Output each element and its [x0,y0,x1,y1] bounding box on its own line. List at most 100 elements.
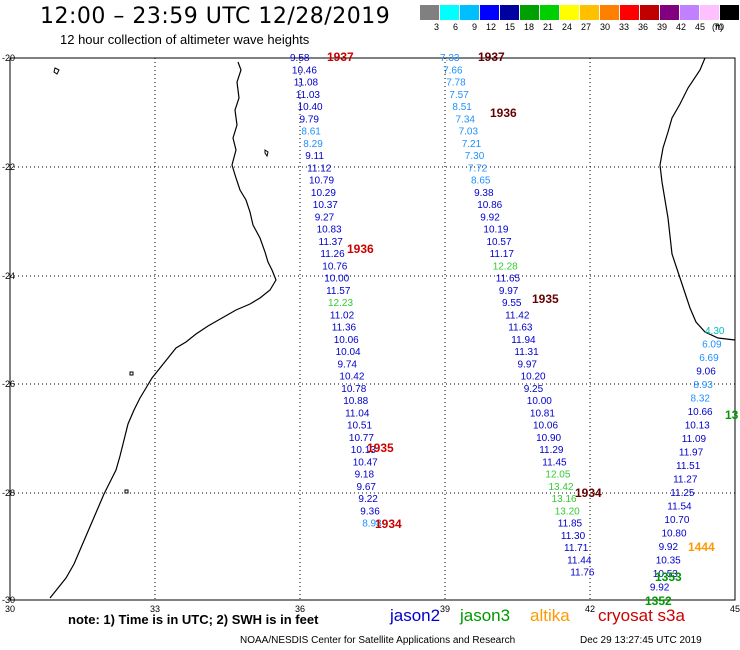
wave-height-value: 11.71 [564,543,589,554]
wave-height-value: 11.03 [296,90,321,101]
pass-number-label: 1936 [490,106,517,120]
color-swatch [680,5,700,20]
wave-height-value: 10.04 [336,347,361,358]
color-scale-label: 42 [675,22,686,32]
wave-height-value: 9.97 [518,359,538,370]
wave-height-value: 11.65 [496,274,521,285]
wave-height-value: 11.04 [345,408,370,419]
madagascar-west-coastline [659,57,736,341]
latitude-label: -22 [2,162,15,172]
pass-number-label: 13 [725,408,739,422]
wave-height-value: 11.25 [670,488,695,499]
wave-height-value: 9.25 [524,384,544,395]
color-scale-label: 39 [656,22,667,32]
wave-height-value: 11.27 [673,475,698,486]
color-scale-label: 27 [580,22,591,32]
latitude-label: -26 [2,379,15,389]
wave-height-value: 8.98 [362,519,382,530]
pass-number-label: 1352 [645,594,672,608]
color-swatch [600,5,620,20]
wave-height-value: 11.02 [330,310,355,321]
pass-number-label: 1935 [367,441,394,455]
pass-number-label: 1937 [327,50,354,64]
wave-height-value: 11.29 [539,445,564,456]
wave-height-value: 11.30 [561,531,586,542]
wave-height-value: 7.33 [440,53,460,64]
wave-height-value: 12.05 [545,470,570,481]
pass-number-label: 1444 [688,540,715,554]
latitude-label: -28 [2,488,15,498]
wave-height-value: 11.08 [294,78,319,89]
color-swatch [560,5,580,20]
wave-height-value: 10.06 [533,421,558,432]
wave-height-value: 10.35 [656,556,681,567]
wave-height-value: 7.21 [462,139,482,150]
wave-height-value: 7.34 [456,114,476,125]
wave-height-value: 11.17 [490,249,515,260]
legend-cryosat: cryosat s3a [598,606,685,625]
wave-height-value: 7.66 [443,65,463,76]
page-title: 12:00 – 23:59 UTC 12/28/2019 [40,4,391,29]
wave-height-value: 11.54 [667,502,692,513]
wave-height-value: 11.09 [682,434,707,445]
wave-height-value: 10.90 [536,433,561,444]
longitude-label: 30 [5,604,15,614]
wave-height-value: 9.36 [360,506,380,517]
wave-height-value: 9.18 [355,470,375,481]
longitude-label: 39 [440,604,450,614]
wave-height-value: 10.00 [527,396,552,407]
wave-height-value: 13.16 [552,494,577,505]
wave-height-value: 10.81 [530,408,555,419]
color-scale-labels: 3 6 9 12 15 18 21 24 27 30 33 36 39 42 45 70 [420,20,740,32]
wave-height-value: 11.57 [326,286,351,297]
wave-height-value: 9.38 [474,188,494,199]
wave-height-value: 8.65 [471,176,491,187]
latitude-label: -30 [2,595,15,605]
wave-height-value: 9.22 [358,494,378,505]
pass-number-label: 1934 [575,486,602,500]
wave-height-value: 10.13 [351,445,376,456]
wave-height-value: 11.36 [332,323,357,334]
wave-height-value: 6.69 [699,353,719,364]
wave-height-value: 11.44 [567,555,592,566]
wave-height-value: 10.70 [664,515,689,526]
color-swatch [500,5,520,20]
wave-height-value: 11.37 [319,237,344,248]
wave-height-value: 11.76 [570,568,595,579]
wave-height-value: 9.55 [502,298,522,309]
wave-height-value: 10.37 [313,200,338,211]
wave-height-value: 10.86 [477,200,502,211]
page-subtitle: 12 hour collection of altimeter wave hei… [60,32,310,47]
color-scale-legend: 3 6 9 12 15 18 21 24 27 30 33 36 39 42 45 70 (ft) [420,5,740,32]
wave-height-value: 7.03 [459,127,479,138]
pass-number-label: 1937 [478,50,505,64]
wave-height-value: 10.53 [653,569,678,580]
color-swatch [580,5,600,20]
wave-height-value: 10.76 [322,261,347,272]
color-swatch [480,5,500,20]
pass-number-label: 1934 [375,517,402,531]
wave-height-value: 7.72 [468,163,488,174]
wave-height-value: 10.19 [483,225,508,236]
wave-height-value: 9.67 [357,482,377,493]
wave-height-value: 9.92 [650,583,670,594]
wave-height-value: 8.51 [452,102,472,113]
footer-note: note: 1) Time is in UTC; 2) SWH is in fe… [68,612,319,627]
map-frame [9,57,736,601]
wave-height-value: 10.46 [292,65,317,76]
wave-height-value: 9.92 [480,212,500,223]
wave-height-value: 9.74 [338,359,358,370]
color-scale-label: 3 [433,22,439,32]
wave-height-value: 12.28 [493,261,518,272]
footer-timestamp: Dec 29 13:27:45 UTC 2019 [580,635,702,646]
color-scale-label: 24 [561,22,572,32]
legend-jason3: jason3 [460,606,511,625]
longitude-label: 42 [585,604,595,614]
wave-height-value: 7.30 [465,151,485,162]
wave-height-value: 11.94 [511,335,536,346]
footer-credit: NOAA/NESDIS Center for Satellite Applica… [240,635,516,646]
wave-height-value: 11.51 [676,461,701,472]
wave-height-value: 11.85 [558,519,583,530]
